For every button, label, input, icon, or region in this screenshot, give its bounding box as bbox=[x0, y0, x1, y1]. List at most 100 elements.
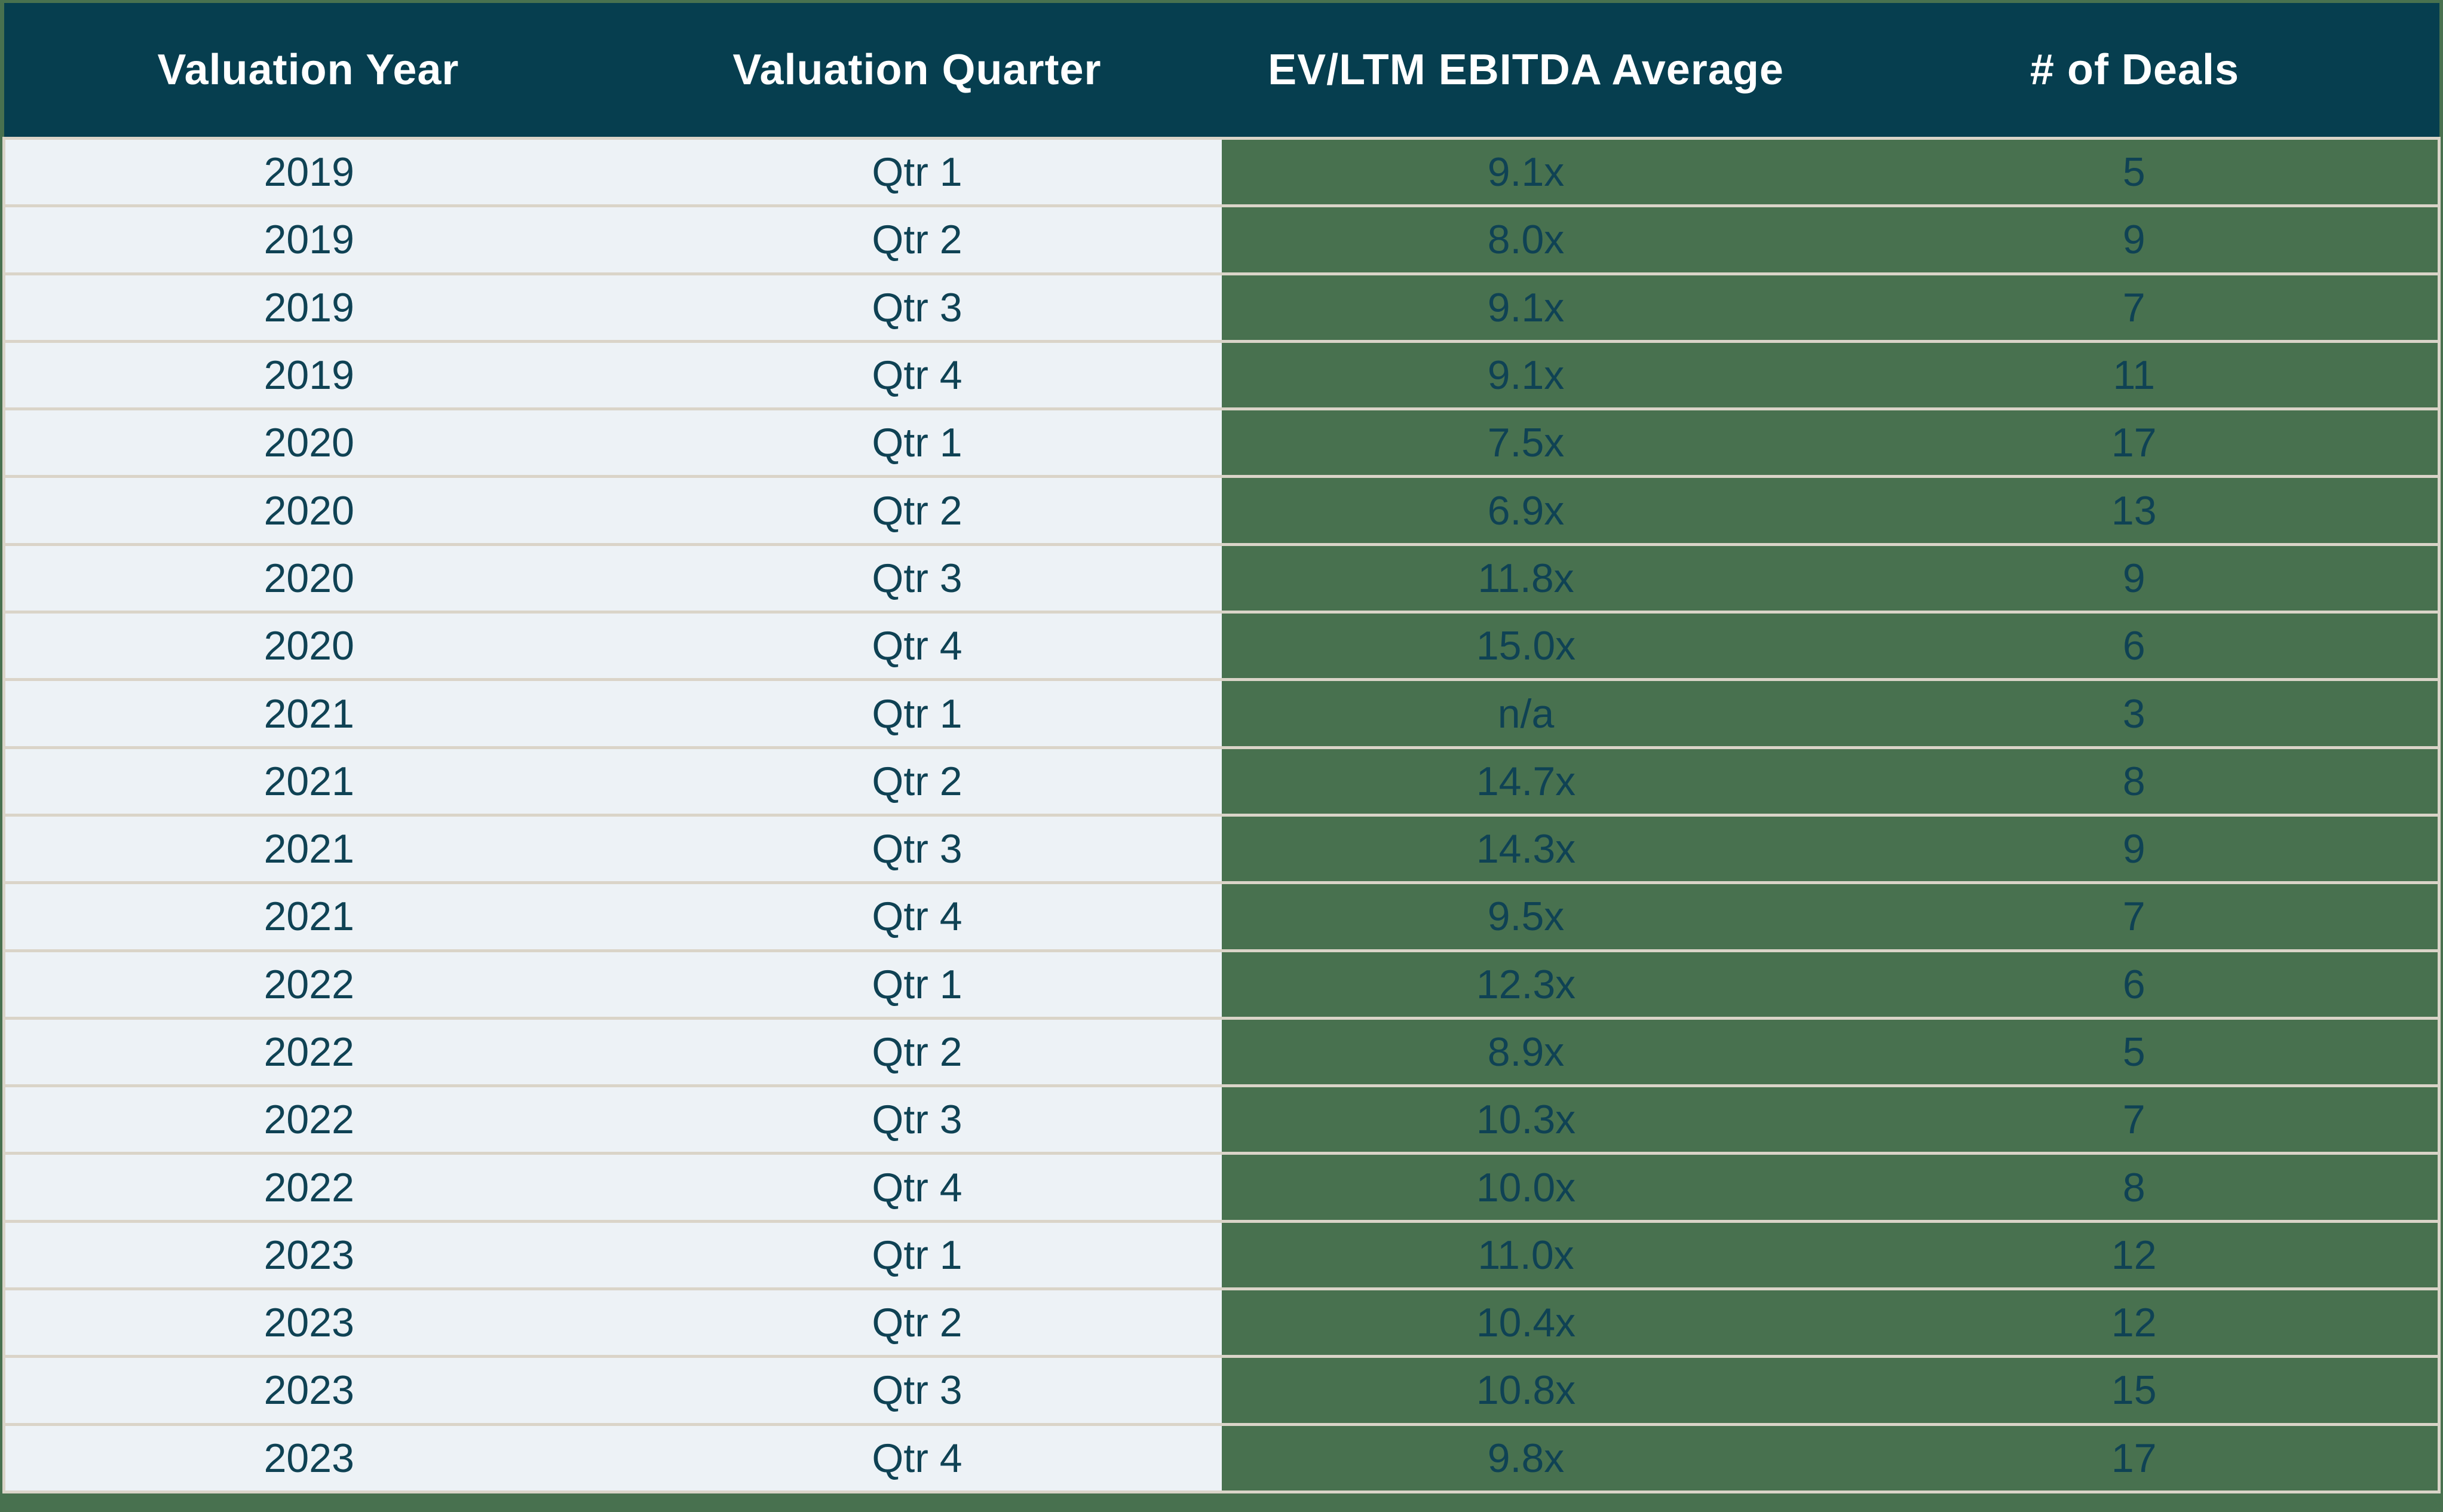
cell-valuation-quarter: Qtr 4 bbox=[612, 1152, 1222, 1222]
table-row: 2020 Qtr 2 6.9x 13 bbox=[2, 475, 2441, 545]
table-row: 2022 Qtr 1 12.3x 6 bbox=[2, 949, 2441, 1019]
cell-valuation-year: 2023 bbox=[2, 1219, 613, 1289]
cell-number-of-deals: 13 bbox=[1830, 475, 2441, 545]
cell-valuation-quarter: Qtr 1 bbox=[612, 949, 1222, 1019]
header-ev-ltm-ebitda-average: EV/LTM EBITDA Average bbox=[1221, 3, 1831, 139]
cell-valuation-quarter: Qtr 3 bbox=[612, 1084, 1222, 1154]
cell-valuation-quarter: Qtr 3 bbox=[612, 542, 1222, 612]
table-row: 2020 Qtr 1 7.5x 17 bbox=[2, 407, 2441, 477]
table-row: 2019 Qtr 3 9.1x 7 bbox=[2, 272, 2441, 342]
cell-number-of-deals: 3 bbox=[1830, 678, 2441, 748]
cell-valuation-year: 2020 bbox=[2, 475, 613, 545]
cell-ev-ltm-ebitda-average: 10.8x bbox=[1221, 1355, 1831, 1425]
cell-number-of-deals: 17 bbox=[1830, 407, 2441, 477]
cell-number-of-deals: 5 bbox=[1830, 1016, 2441, 1086]
cell-valuation-quarter: Qtr 2 bbox=[612, 746, 1222, 815]
cell-ev-ltm-ebitda-average: n/a bbox=[1221, 678, 1831, 748]
table-row: 2023 Qtr 2 10.4x 12 bbox=[2, 1287, 2441, 1357]
cell-ev-ltm-ebitda-average: 9.5x bbox=[1221, 881, 1831, 951]
table-row: 2019 Qtr 2 8.0x 9 bbox=[2, 204, 2441, 274]
cell-valuation-year: 2019 bbox=[2, 136, 613, 206]
cell-ev-ltm-ebitda-average: 10.3x bbox=[1221, 1084, 1831, 1154]
cell-number-of-deals: 9 bbox=[1830, 813, 2441, 883]
cell-valuation-year: 2022 bbox=[2, 1016, 613, 1086]
cell-number-of-deals: 5 bbox=[1830, 136, 2441, 206]
cell-valuation-year: 2022 bbox=[2, 1152, 613, 1222]
cell-ev-ltm-ebitda-average: 11.8x bbox=[1221, 542, 1831, 612]
cell-ev-ltm-ebitda-average: 6.9x bbox=[1221, 475, 1831, 545]
table-row: 2020 Qtr 3 11.8x 9 bbox=[2, 542, 2441, 612]
table-row: 2020 Qtr 4 15.0x 6 bbox=[2, 611, 2441, 680]
cell-valuation-quarter: Qtr 1 bbox=[612, 678, 1222, 748]
table-row: 2021 Qtr 4 9.5x 7 bbox=[2, 881, 2441, 951]
header-valuation-year: Valuation Year bbox=[4, 3, 613, 139]
cell-valuation-quarter: Qtr 2 bbox=[612, 1016, 1222, 1086]
cell-number-of-deals: 6 bbox=[1830, 949, 2441, 1019]
table-row: 2021 Qtr 3 14.3x 9 bbox=[2, 813, 2441, 883]
cell-ev-ltm-ebitda-average: 15.0x bbox=[1221, 611, 1831, 680]
valuation-table: Valuation Year Valuation Quarter EV/LTM … bbox=[2, 3, 2441, 1494]
cell-valuation-year: 2023 bbox=[2, 1422, 613, 1494]
cell-number-of-deals: 17 bbox=[1830, 1422, 2441, 1494]
cell-ev-ltm-ebitda-average: 14.3x bbox=[1221, 813, 1831, 883]
cell-number-of-deals: 11 bbox=[1830, 339, 2441, 409]
cell-number-of-deals: 7 bbox=[1830, 272, 2441, 342]
cell-valuation-quarter: Qtr 1 bbox=[612, 1219, 1222, 1289]
cell-valuation-year: 2021 bbox=[2, 813, 613, 883]
cell-number-of-deals: 7 bbox=[1830, 881, 2441, 951]
cell-number-of-deals: 9 bbox=[1830, 204, 2441, 274]
cell-valuation-year: 2019 bbox=[2, 204, 613, 274]
table-row: 2021 Qtr 1 n/a 3 bbox=[2, 678, 2441, 748]
cell-number-of-deals: 15 bbox=[1830, 1355, 2441, 1425]
cell-number-of-deals: 8 bbox=[1830, 1152, 2441, 1222]
table-row: 2023 Qtr 4 9.8x 17 bbox=[2, 1422, 2441, 1494]
cell-valuation-year: 2021 bbox=[2, 678, 613, 748]
cell-valuation-quarter: Qtr 1 bbox=[612, 407, 1222, 477]
cell-ev-ltm-ebitda-average: 11.0x bbox=[1221, 1219, 1831, 1289]
cell-valuation-year: 2021 bbox=[2, 881, 613, 951]
cell-valuation-year: 2020 bbox=[2, 611, 613, 680]
cell-valuation-quarter: Qtr 4 bbox=[612, 881, 1222, 951]
cell-ev-ltm-ebitda-average: 10.0x bbox=[1221, 1152, 1831, 1222]
header-valuation-quarter: Valuation Quarter bbox=[612, 3, 1222, 139]
cell-valuation-quarter: Qtr 3 bbox=[612, 272, 1222, 342]
cell-valuation-year: 2019 bbox=[2, 272, 613, 342]
cell-number-of-deals: 6 bbox=[1830, 611, 2441, 680]
header-row: Valuation Year Valuation Quarter EV/LTM … bbox=[4, 3, 2439, 139]
cell-valuation-quarter: Qtr 2 bbox=[612, 204, 1222, 274]
cell-valuation-quarter: Qtr 2 bbox=[612, 475, 1222, 545]
cell-number-of-deals: 9 bbox=[1830, 542, 2441, 612]
cell-valuation-year: 2020 bbox=[2, 407, 613, 477]
cell-valuation-quarter: Qtr 4 bbox=[612, 1422, 1222, 1494]
cell-valuation-year: 2023 bbox=[2, 1355, 613, 1425]
cell-ev-ltm-ebitda-average: 8.0x bbox=[1221, 204, 1831, 274]
cell-valuation-quarter: Qtr 4 bbox=[612, 611, 1222, 680]
table-row: 2021 Qtr 2 14.7x 8 bbox=[2, 746, 2441, 815]
cell-valuation-year: 2022 bbox=[2, 1084, 613, 1154]
cell-valuation-quarter: Qtr 1 bbox=[612, 136, 1222, 206]
cell-ev-ltm-ebitda-average: 10.4x bbox=[1221, 1287, 1831, 1357]
cell-number-of-deals: 12 bbox=[1830, 1219, 2441, 1289]
cell-ev-ltm-ebitda-average: 9.1x bbox=[1221, 272, 1831, 342]
cell-ev-ltm-ebitda-average: 7.5x bbox=[1221, 407, 1831, 477]
table-row: 2022 Qtr 2 8.9x 5 bbox=[2, 1016, 2441, 1086]
cell-number-of-deals: 7 bbox=[1830, 1084, 2441, 1154]
cell-ev-ltm-ebitda-average: 12.3x bbox=[1221, 949, 1831, 1019]
cell-number-of-deals: 8 bbox=[1830, 746, 2441, 815]
cell-ev-ltm-ebitda-average: 8.9x bbox=[1221, 1016, 1831, 1086]
header-number-of-deals: # of Deals bbox=[1830, 3, 2439, 139]
cell-valuation-quarter: Qtr 4 bbox=[612, 339, 1222, 409]
cell-valuation-quarter: Qtr 3 bbox=[612, 813, 1222, 883]
cell-valuation-quarter: Qtr 2 bbox=[612, 1287, 1222, 1357]
cell-ev-ltm-ebitda-average: 9.8x bbox=[1221, 1422, 1831, 1494]
table-row: 2023 Qtr 1 11.0x 12 bbox=[2, 1219, 2441, 1289]
cell-valuation-year: 2023 bbox=[2, 1287, 613, 1357]
cell-valuation-quarter: Qtr 3 bbox=[612, 1355, 1222, 1425]
cell-number-of-deals: 12 bbox=[1830, 1287, 2441, 1357]
cell-valuation-year: 2020 bbox=[2, 542, 613, 612]
cell-ev-ltm-ebitda-average: 14.7x bbox=[1221, 746, 1831, 815]
cell-valuation-year: 2022 bbox=[2, 949, 613, 1019]
cell-valuation-year: 2021 bbox=[2, 746, 613, 815]
table-row: 2022 Qtr 4 10.0x 8 bbox=[2, 1152, 2441, 1222]
